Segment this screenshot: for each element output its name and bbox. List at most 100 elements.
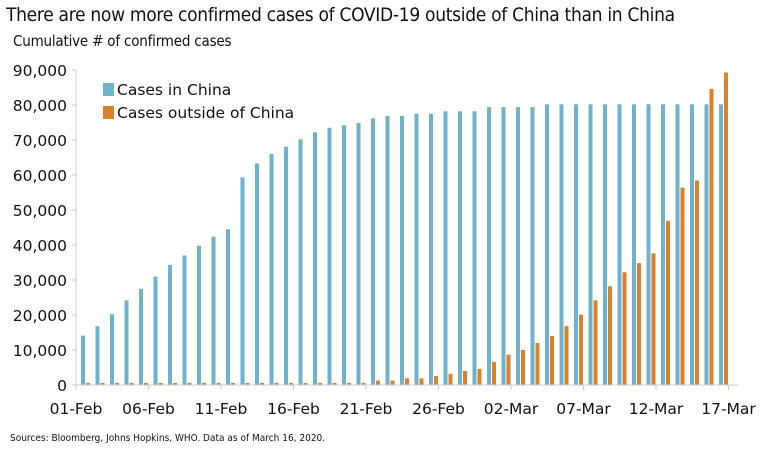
bar-outside-29-Feb xyxy=(492,361,496,385)
bar-outside-11-Feb xyxy=(231,382,235,385)
bar-outside-04-Feb xyxy=(129,382,134,385)
bar-china-17-Feb xyxy=(313,132,317,385)
bar-outside-09-Mar xyxy=(622,272,627,385)
y-tick-label: 90,000 xyxy=(13,62,67,80)
bar-china-04-Feb xyxy=(124,300,129,385)
bar-china-04-Mar xyxy=(545,104,549,386)
x-tick-label: 16-Feb xyxy=(267,400,320,418)
legend: Cases in China Cases outside of China xyxy=(103,81,294,122)
source-note: Sources: Bloomberg, Johns Hopkins, WHO. … xyxy=(10,433,326,444)
x-tick-label: 02-Mar xyxy=(484,400,539,418)
bar-outside-19-Feb xyxy=(347,382,351,385)
x-tick-label: 12-Mar xyxy=(629,400,684,418)
bar-outside-20-Feb xyxy=(361,382,366,385)
bar-china-03-Feb xyxy=(110,314,114,385)
y-tick-label: 60,000 xyxy=(13,167,67,185)
bar-outside-12-Feb xyxy=(245,382,250,385)
bar-china-26-Feb xyxy=(443,111,448,386)
bar-outside-13-Mar xyxy=(680,187,685,385)
bar-china-07-Feb xyxy=(168,264,172,385)
bar-china-28-Feb xyxy=(472,111,477,386)
bar-outside-23-Feb xyxy=(405,378,409,385)
bar-china-14-Feb xyxy=(269,154,274,385)
chart-title: There are now more confirmed cases of CO… xyxy=(6,4,675,26)
bar-outside-14-Mar xyxy=(695,180,699,385)
x-tick-label: 01-Feb xyxy=(50,400,103,418)
bar-outside-08-Feb xyxy=(187,382,192,385)
bar-outside-27-Feb xyxy=(463,371,467,385)
bar-china-22-Feb xyxy=(385,115,390,385)
bar-outside-13-Feb xyxy=(260,382,264,385)
bar-china-23-Feb xyxy=(400,115,404,385)
bar-china-10-Feb xyxy=(211,236,216,385)
bar-china-06-Feb xyxy=(153,276,158,385)
bar-china-06-Mar xyxy=(574,104,578,386)
bar-china-11-Mar xyxy=(646,104,651,386)
bar-china-05-Mar xyxy=(559,104,564,386)
legend-swatch-china xyxy=(103,83,114,96)
bar-outside-26-Feb xyxy=(448,373,453,385)
bar-china-15-Feb xyxy=(284,146,288,385)
bar-outside-04-Mar xyxy=(550,336,554,385)
bar-outside-16-Mar xyxy=(724,72,728,385)
bar-china-29-Feb xyxy=(487,107,491,385)
x-tick-label: 06-Feb xyxy=(122,400,175,418)
bar-china-16-Feb xyxy=(298,139,303,385)
bar-china-03-Mar xyxy=(530,107,535,385)
bar-china-24-Feb xyxy=(414,113,419,385)
bars-group xyxy=(81,72,728,386)
bar-china-08-Feb xyxy=(182,255,187,385)
bar-china-16-Mar xyxy=(719,104,723,386)
legend-label-china: Cases in China xyxy=(117,81,231,99)
bar-china-18-Feb xyxy=(327,127,332,385)
bar-china-07-Mar xyxy=(588,104,593,386)
y-tick-label: 10,000 xyxy=(13,342,67,360)
bar-outside-12-Mar xyxy=(666,220,670,385)
bar-china-02-Feb xyxy=(95,326,100,385)
x-tick-label: 21-Feb xyxy=(340,400,393,418)
bar-outside-01-Mar xyxy=(506,354,511,385)
bar-china-20-Feb xyxy=(356,122,361,385)
bar-china-19-Feb xyxy=(342,125,346,386)
bar-china-12-Feb xyxy=(240,177,245,385)
bar-china-01-Feb xyxy=(81,335,85,385)
bar-china-09-Mar xyxy=(617,104,622,386)
bar-china-15-Mar xyxy=(704,104,709,386)
bar-outside-22-Feb xyxy=(390,380,395,385)
bar-outside-01-Feb xyxy=(86,382,90,385)
bar-outside-25-Feb xyxy=(434,375,438,385)
bar-outside-16-Feb xyxy=(303,382,308,385)
bar-china-13-Mar xyxy=(675,104,680,386)
bar-china-11-Feb xyxy=(226,229,230,385)
bar-outside-08-Mar xyxy=(608,286,612,385)
bar-china-10-Mar xyxy=(632,104,636,386)
bar-china-14-Mar xyxy=(690,104,694,386)
bar-outside-06-Mar xyxy=(579,314,583,385)
bar-china-13-Feb xyxy=(255,163,259,385)
bar-outside-07-Feb xyxy=(173,382,177,385)
bar-outside-05-Feb xyxy=(144,382,148,385)
y-tick-label: 40,000 xyxy=(13,237,67,255)
chart-subtitle: Cumulative # of confirmed cases xyxy=(13,32,232,50)
bar-outside-06-Feb xyxy=(158,382,163,385)
bar-china-01-Mar xyxy=(501,107,506,385)
legend-swatch-outside xyxy=(103,106,114,119)
y-tick-label: 80,000 xyxy=(13,97,67,115)
bar-outside-07-Mar xyxy=(593,300,598,385)
x-tick-label: 11-Feb xyxy=(195,400,248,418)
bar-outside-05-Mar xyxy=(564,326,569,385)
bar-outside-02-Mar xyxy=(521,350,525,385)
bar-outside-18-Feb xyxy=(332,382,337,385)
bar-china-27-Feb xyxy=(458,111,462,386)
bar-china-02-Mar xyxy=(516,107,520,385)
bar-outside-24-Feb xyxy=(419,378,424,385)
bar-china-08-Mar xyxy=(603,104,607,386)
y-tick-label: 30,000 xyxy=(13,272,67,290)
bar-china-12-Mar xyxy=(661,104,665,386)
bar-outside-02-Feb xyxy=(100,382,105,385)
bar-china-09-Feb xyxy=(197,245,201,385)
bar-outside-03-Feb xyxy=(115,382,119,385)
bar-outside-09-Feb xyxy=(202,382,206,385)
x-tick-label: 07-Mar xyxy=(556,400,611,418)
bar-china-25-Feb xyxy=(429,113,433,385)
